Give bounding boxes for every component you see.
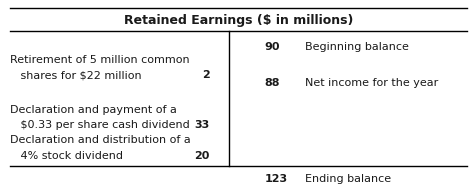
Text: 20: 20: [194, 151, 209, 161]
Text: Ending balance: Ending balance: [305, 174, 391, 184]
Text: 4% stock dividend: 4% stock dividend: [10, 151, 122, 161]
Text: Declaration and distribution of a: Declaration and distribution of a: [10, 135, 190, 145]
Text: 33: 33: [194, 120, 209, 131]
Text: 88: 88: [264, 78, 279, 88]
Text: 2: 2: [202, 70, 209, 81]
Text: Beginning balance: Beginning balance: [305, 42, 408, 52]
Text: 90: 90: [264, 42, 279, 52]
Text: 123: 123: [264, 174, 287, 184]
Text: $0.33 per share cash dividend: $0.33 per share cash dividend: [10, 120, 189, 131]
Text: Retained Earnings ($ in millions): Retained Earnings ($ in millions): [124, 14, 352, 27]
Text: Net income for the year: Net income for the year: [305, 78, 437, 88]
Text: Declaration and payment of a: Declaration and payment of a: [10, 105, 176, 115]
Text: shares for $22 million: shares for $22 million: [10, 70, 141, 81]
Text: Retirement of 5 million common: Retirement of 5 million common: [10, 55, 189, 65]
